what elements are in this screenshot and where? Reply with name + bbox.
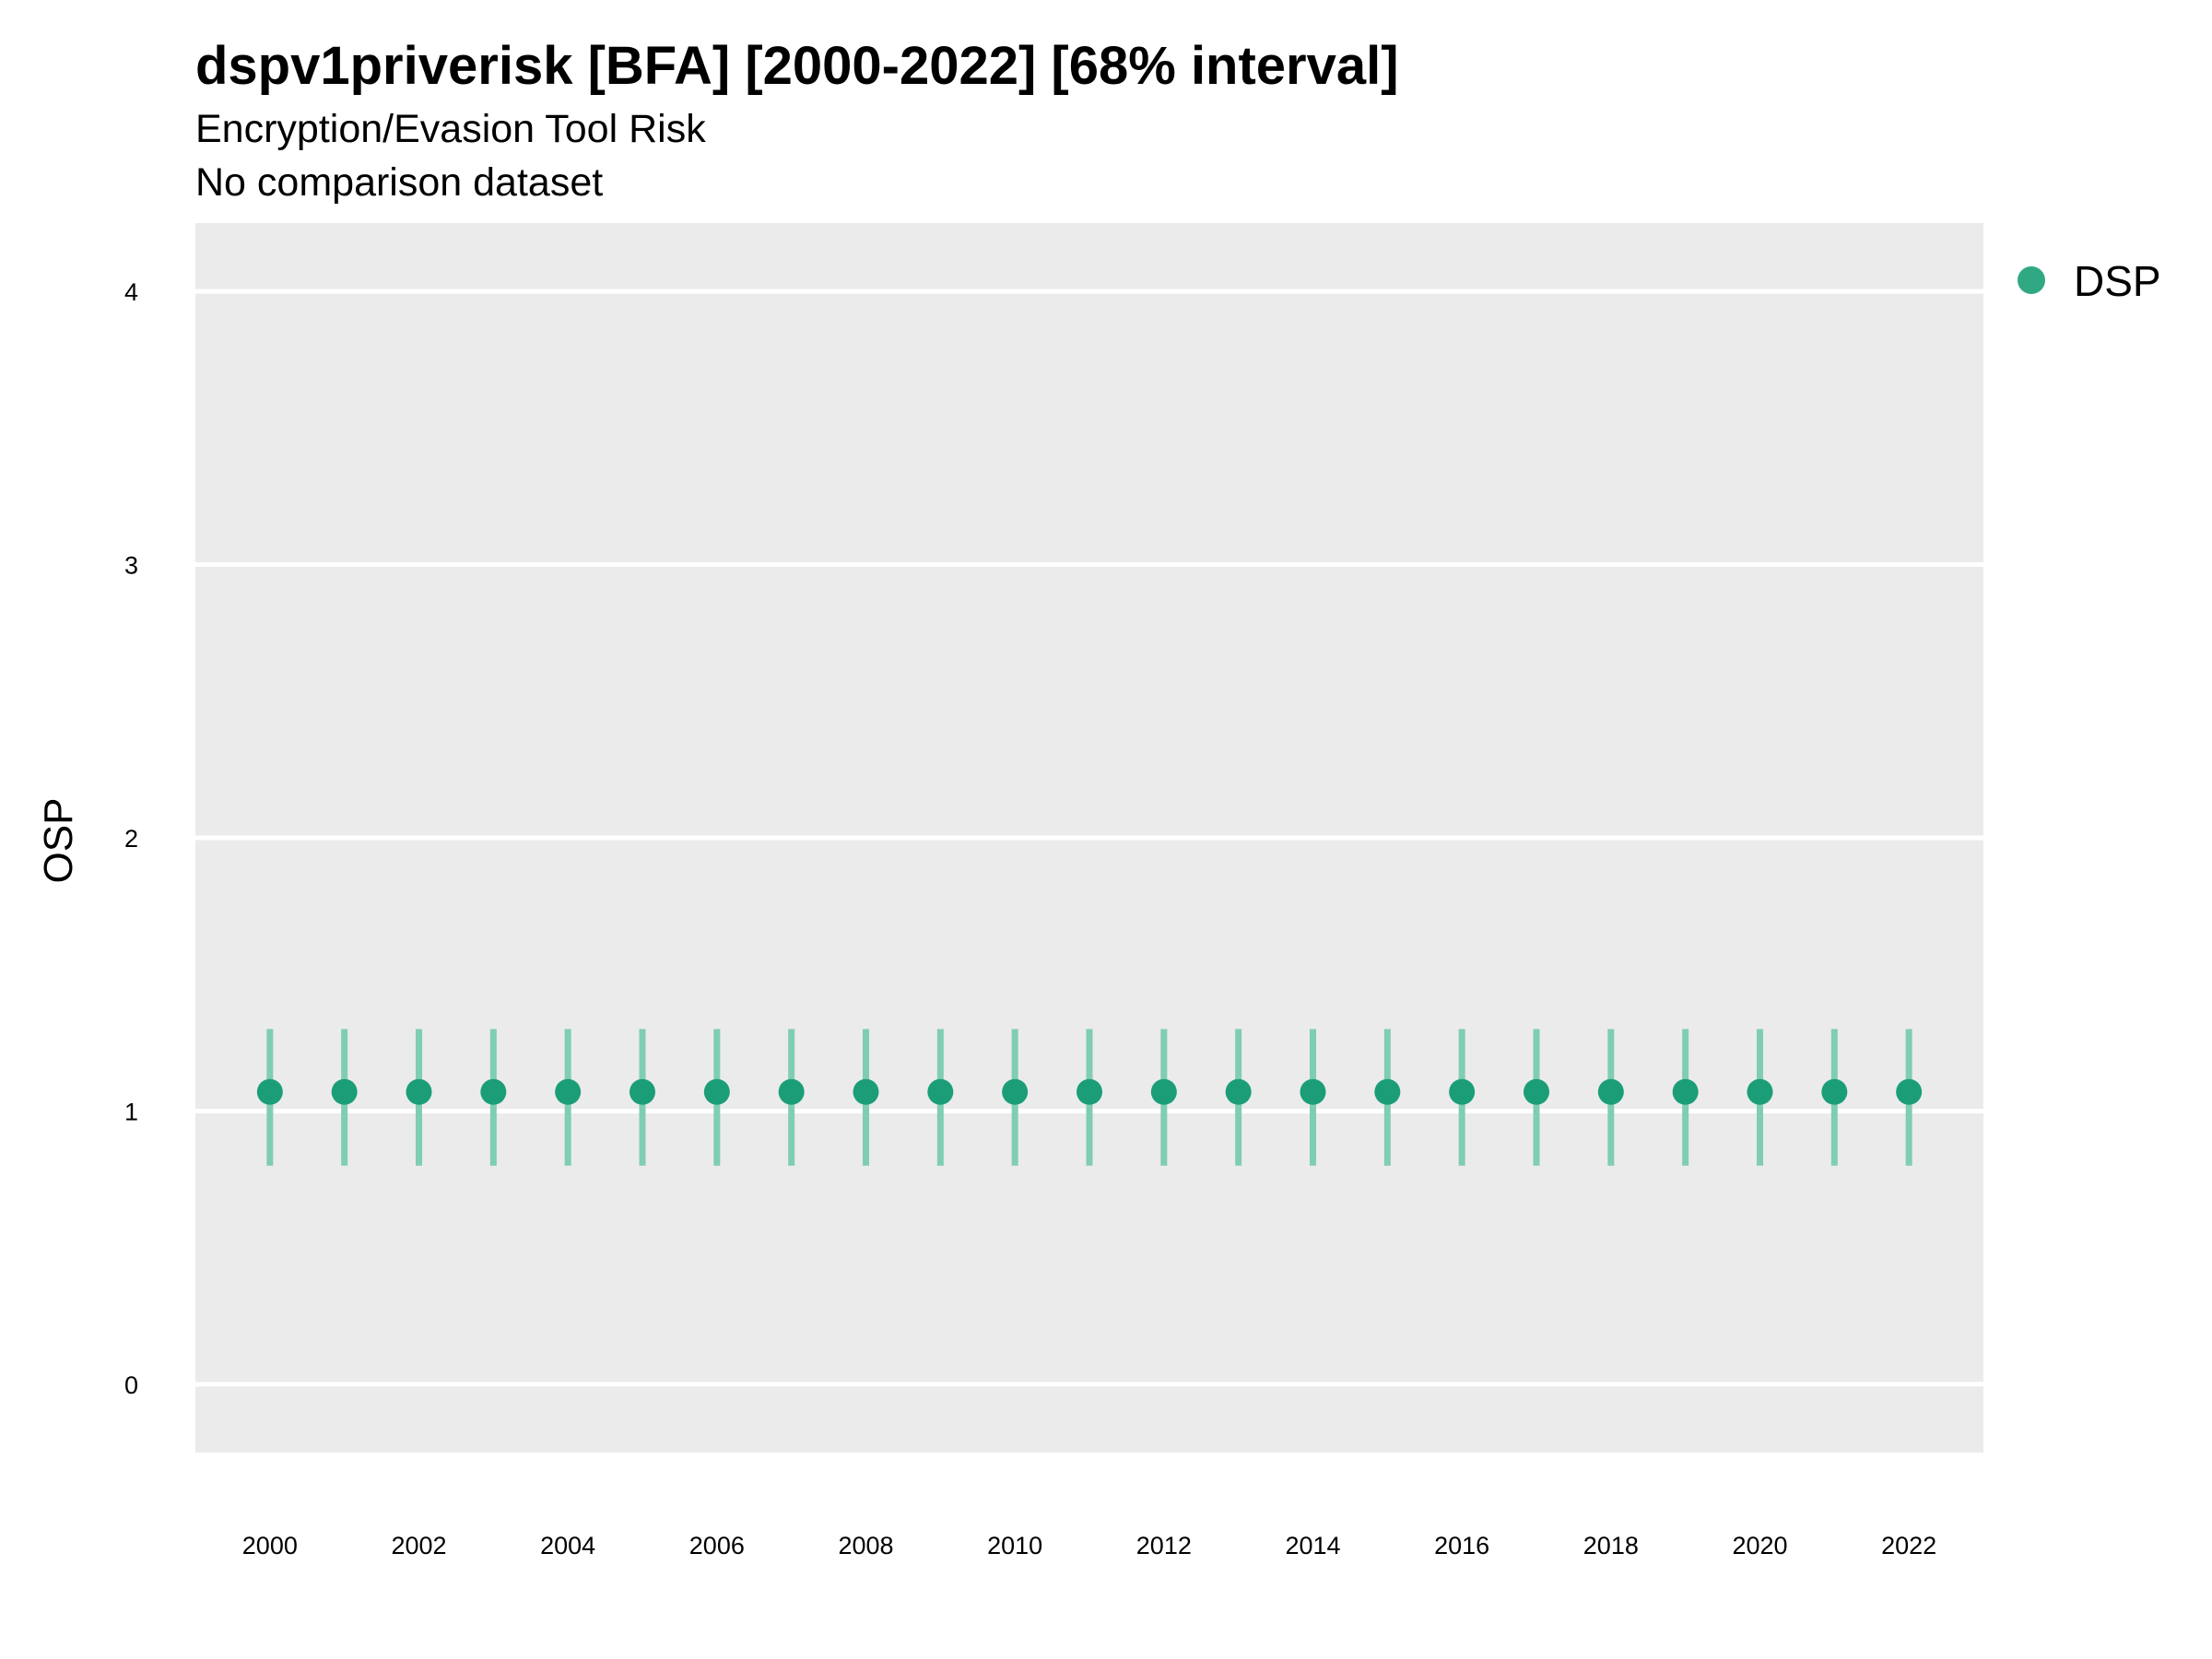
y-tick-label: 1 xyxy=(124,1098,138,1125)
chart-caption: No comparison dataset xyxy=(195,160,604,205)
x-tick-label: 2014 xyxy=(1285,1532,1340,1559)
x-axis-ticks: 2000 2002 2004 2006 2008 2010 2012 2014 2016 2018… xyxy=(242,1532,1936,1559)
data-point xyxy=(703,1078,730,1105)
x-tick-label: 2006 xyxy=(689,1532,745,1559)
y-tick-label: 4 xyxy=(124,278,138,306)
data-point xyxy=(1821,1078,1848,1105)
legend-label-dsp: DSP xyxy=(2074,257,2161,305)
data-point xyxy=(1150,1078,1177,1105)
x-tick-label: 2002 xyxy=(391,1532,446,1559)
data-point xyxy=(1300,1078,1326,1105)
data-point xyxy=(1672,1078,1699,1105)
data-points xyxy=(256,1078,1923,1105)
y-tick-label: 3 xyxy=(124,552,138,580)
data-point xyxy=(778,1078,805,1105)
y-tick-label: 2 xyxy=(124,825,138,853)
x-tick-label: 2022 xyxy=(1881,1532,1936,1559)
x-tick-label: 2008 xyxy=(838,1532,893,1559)
data-point xyxy=(480,1078,507,1105)
data-point xyxy=(1002,1078,1029,1105)
chart-subtitle: Encryption/Evasion Tool Risk xyxy=(195,107,706,151)
y-tick-label: 0 xyxy=(124,1371,138,1399)
x-tick-label: 2018 xyxy=(1583,1532,1639,1559)
y-axis-ticks: 0 1 2 3 4 xyxy=(124,278,138,1399)
data-point xyxy=(256,1078,283,1105)
data-point xyxy=(406,1078,432,1105)
data-point xyxy=(1896,1078,1923,1105)
x-tick-label: 2020 xyxy=(1732,1532,1787,1559)
x-tick-label: 2000 xyxy=(242,1532,298,1559)
legend: DSP xyxy=(2018,257,2161,305)
data-point xyxy=(853,1078,879,1105)
data-point xyxy=(1524,1078,1549,1105)
data-point xyxy=(927,1078,954,1105)
y-axis-title: OSP xyxy=(36,798,81,884)
x-tick-label: 2012 xyxy=(1136,1532,1192,1559)
data-point xyxy=(1597,1078,1624,1105)
x-tick-label: 2010 xyxy=(987,1532,1042,1559)
data-point xyxy=(1449,1078,1476,1105)
data-point xyxy=(1225,1078,1252,1105)
data-point xyxy=(331,1078,358,1105)
data-point xyxy=(1077,1078,1102,1105)
x-tick-label: 2004 xyxy=(540,1532,595,1559)
data-point xyxy=(555,1078,582,1105)
data-point xyxy=(1747,1078,1773,1105)
data-point xyxy=(629,1078,655,1105)
x-tick-label: 2016 xyxy=(1434,1532,1489,1559)
legend-key-dsp xyxy=(2018,266,2045,294)
data-point xyxy=(1374,1078,1401,1105)
chart-title: dspv1priverisk [BFA] [2000-2022] [68% in… xyxy=(195,36,1399,96)
